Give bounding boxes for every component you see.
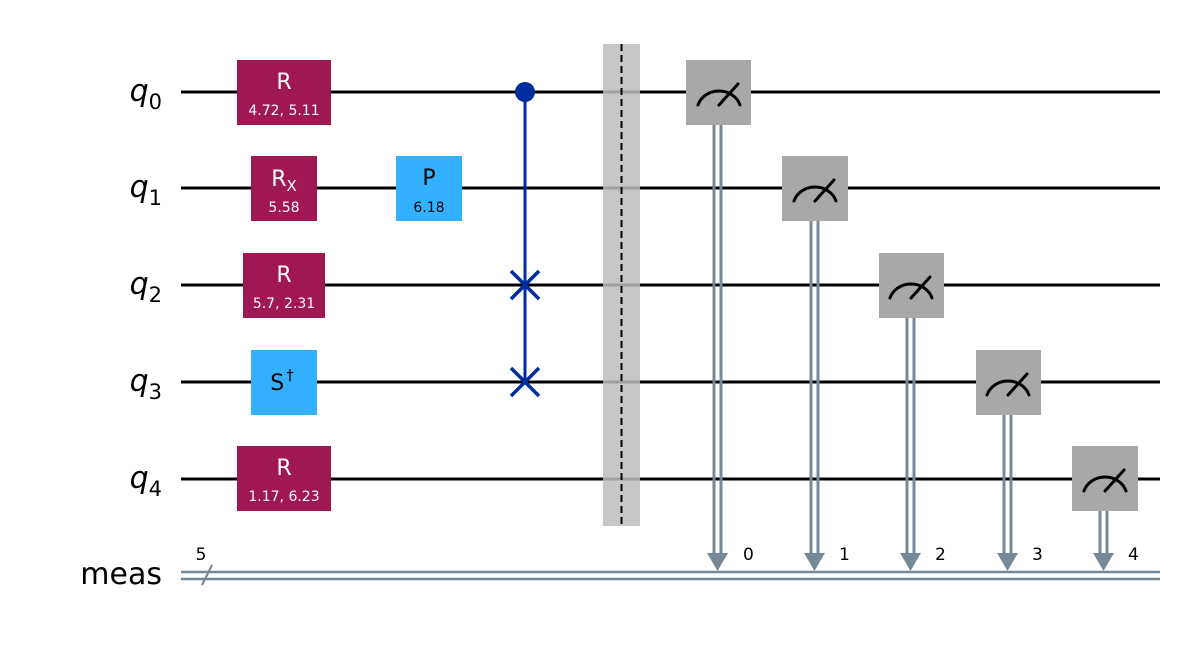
- gate-sdg-q3: S †: [251, 350, 317, 415]
- gate-label: P: [422, 166, 435, 191]
- measurement-q4: 4: [1072, 446, 1139, 571]
- gate-param: 5.58: [268, 200, 299, 216]
- gate-rx-q1: RX 5.58: [251, 156, 317, 221]
- qubit-label-3: q3: [130, 364, 162, 404]
- control-dot: [515, 82, 535, 102]
- barrier: [603, 44, 640, 526]
- classical-register-wire: 5: [181, 545, 1160, 586]
- meter-icon: [696, 82, 742, 107]
- meter-icon: [888, 275, 934, 300]
- measure-box: [1072, 446, 1138, 511]
- classical-register-label: meas: [80, 557, 162, 592]
- measure-arrow: [1093, 553, 1114, 571]
- qubit-label-1: q1: [130, 170, 162, 210]
- gate-box: [237, 60, 331, 125]
- gate-box: [396, 156, 462, 221]
- measure-box: [782, 156, 848, 221]
- qubit-label-4: q4: [130, 461, 162, 501]
- gate-box: [251, 156, 317, 221]
- controlled-swap-gate: [509, 82, 541, 398]
- register-size-label: 5: [196, 545, 207, 565]
- swap-cross-q2: [509, 269, 541, 301]
- qubit-label-2: q2: [130, 267, 162, 307]
- gate-label: R: [276, 70, 291, 95]
- measurement-q2: 2: [879, 253, 946, 571]
- clbit-index: 4: [1128, 545, 1139, 565]
- measurement-q3: 3: [976, 350, 1043, 571]
- measure-box: [686, 60, 751, 125]
- register-bundle-slash: [201, 564, 213, 586]
- gate-box: [237, 446, 331, 511]
- gate-param: 6.18: [413, 200, 444, 216]
- measure-arrow: [804, 553, 825, 571]
- gate-label: S †: [270, 366, 294, 396]
- gate-box: [243, 253, 325, 318]
- qubit-wires: [181, 90, 1160, 481]
- qubit-label-0: q0: [130, 74, 162, 114]
- gate-box: [251, 350, 317, 415]
- gate-param: 5.7, 2.31: [253, 296, 315, 312]
- gate-r-q4: R 1.17, 6.23: [237, 446, 331, 511]
- measure-arrow: [900, 553, 921, 571]
- meter-icon: [985, 372, 1031, 397]
- gate-label: RX: [271, 167, 297, 195]
- clbit-index: 3: [1032, 545, 1043, 565]
- gate-label: R: [276, 263, 291, 288]
- measure-arrow: [707, 553, 728, 571]
- measure-arrow: [997, 553, 1018, 571]
- gate-p-q1: P 6.18: [396, 156, 462, 221]
- gate-r-q2: R 5.7, 2.31: [243, 253, 325, 318]
- qubit-labels: q0 q1 q2 q3 q4 meas: [80, 74, 162, 592]
- measure-box: [976, 350, 1041, 415]
- gate-label: R: [276, 456, 291, 481]
- measurement-q0: 0: [686, 60, 754, 571]
- gate-param: 4.72, 5.11: [248, 103, 319, 119]
- gate-param: 1.17, 6.23: [248, 489, 319, 505]
- measure-box: [879, 253, 944, 318]
- clbit-index: 2: [935, 545, 946, 565]
- clbit-index: 0: [743, 545, 754, 565]
- swap-cross-q3: [509, 366, 541, 398]
- gate-r-q0: R 4.72, 5.11: [237, 60, 331, 125]
- meter-icon: [1082, 468, 1128, 493]
- clbit-index: 1: [839, 545, 850, 565]
- measurement-q1: 1: [782, 156, 850, 571]
- meter-icon: [792, 178, 838, 203]
